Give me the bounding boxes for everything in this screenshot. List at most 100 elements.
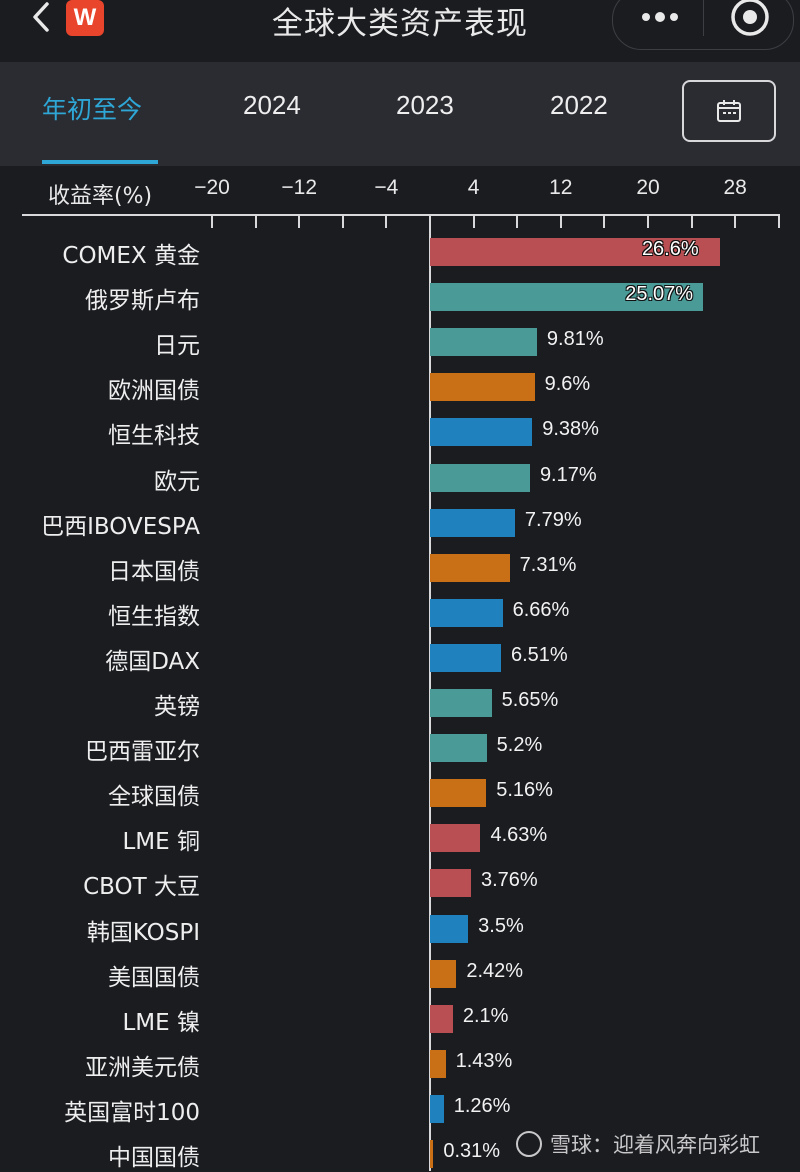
- row-label: 日本国债: [108, 558, 200, 585]
- bar[interactable]: [430, 553, 510, 582]
- bar[interactable]: [430, 373, 535, 402]
- row-label: 德国DAX: [105, 648, 200, 675]
- watermark-text: 雪球：迎着风奔向彩虹: [550, 1133, 760, 1157]
- x-tick-mark: [298, 216, 301, 228]
- bar[interactable]: [430, 869, 471, 898]
- row-label: 日元: [154, 333, 200, 360]
- x-tick-label: 28: [723, 176, 747, 199]
- bar-value-label: 2.1%: [462, 1004, 509, 1027]
- bar[interactable]: [430, 508, 515, 537]
- row-label: 欧洲国债: [108, 378, 200, 405]
- x-tick-label: 12: [549, 176, 573, 199]
- bar-value-label: 9.81%: [546, 328, 604, 351]
- x-tick-label: −4: [374, 176, 399, 199]
- bar-value-label: 9.17%: [539, 463, 597, 486]
- bar-value-label: 3.5%: [478, 914, 524, 937]
- row-label: LME 铜: [122, 829, 200, 856]
- row-label: 巴西雷亚尔: [85, 739, 200, 766]
- bar-value-label: 5.65%: [501, 689, 559, 711]
- bar[interactable]: [430, 1094, 444, 1123]
- bar[interactable]: [430, 1004, 453, 1033]
- bar-value-label: 1.43%: [455, 1049, 513, 1072]
- x-tick-mark: [690, 216, 693, 228]
- row-label: 恒生科技: [108, 423, 200, 450]
- x-tick-mark: [516, 216, 519, 228]
- bar[interactable]: [430, 598, 503, 627]
- tab-2024[interactable]: 2024: [243, 90, 301, 120]
- bar-value-label: 5.16%: [496, 779, 553, 802]
- bar-value-label: 25.07%: [625, 283, 694, 306]
- active-tab-indicator: [42, 160, 158, 164]
- bar-value-label: 4.63%: [490, 824, 548, 847]
- bar[interactable]: [430, 283, 704, 312]
- row-label: 韩国KOSPI: [86, 919, 200, 946]
- x-tick-label: 4: [467, 176, 480, 199]
- bar-value-label: 1.26%: [453, 1094, 511, 1117]
- snowball-logo-icon: [516, 1131, 542, 1157]
- tab-2022[interactable]: 2022: [550, 90, 608, 120]
- bar[interactable]: [430, 328, 537, 357]
- bar-value-label: 6.51%: [510, 643, 568, 666]
- back-button[interactable]: [26, 0, 56, 34]
- row-label: 英镑: [154, 694, 200, 720]
- x-tick-mark: [777, 216, 780, 228]
- row-label: 中国国债: [108, 1145, 200, 1171]
- bar-value-label: 7.31%: [519, 553, 577, 576]
- bar-value-label: 0.31%: [443, 1140, 501, 1162]
- bar[interactable]: [430, 1049, 446, 1078]
- row-label: 巴西IBOVESPA: [41, 513, 200, 540]
- period-tab-bar: 年初至今 2024 2023 2022: [0, 62, 800, 166]
- bar-value-label: 26.6%: [641, 238, 699, 260]
- more-dots-icon: [642, 12, 678, 22]
- x-tick-mark: [734, 216, 737, 228]
- row-label: 俄罗斯卢布: [85, 288, 200, 315]
- capsule-divider: [703, 0, 704, 36]
- row-label: LME 镍: [122, 1009, 200, 1036]
- row-label: 亚洲美元债: [85, 1054, 200, 1081]
- bar[interactable]: [430, 1140, 434, 1168]
- bar[interactable]: [430, 238, 720, 266]
- row-label: 全球国债: [108, 784, 200, 811]
- x-tick-label: −12: [281, 176, 317, 199]
- more-button[interactable]: [630, 0, 690, 34]
- x-tick-mark: [603, 216, 606, 228]
- watermark: 雪球：迎着风奔向彩虹: [516, 1128, 760, 1160]
- row-label: CBOT 大豆: [83, 874, 200, 901]
- calendar-button[interactable]: [682, 80, 776, 142]
- bar[interactable]: [430, 418, 533, 447]
- x-tick-mark: [472, 216, 475, 228]
- x-tick-mark: [385, 216, 388, 228]
- close-miniprogram-button[interactable]: [720, 0, 780, 38]
- bar-value-label: 9.6%: [544, 373, 591, 396]
- row-label: 英国富时100: [64, 1099, 200, 1126]
- bar[interactable]: [430, 959, 457, 988]
- bar[interactable]: [430, 643, 501, 672]
- page-title: 全球大类资产表现: [272, 6, 528, 42]
- calendar-icon: [717, 100, 741, 122]
- row-label: COMEX 黄金: [62, 243, 200, 269]
- bar-value-label: 5.2%: [496, 734, 543, 757]
- bar-value-label: 6.66%: [512, 598, 570, 621]
- row-label: 欧元: [154, 468, 200, 495]
- bar[interactable]: [430, 689, 492, 717]
- x-tick-mark: [254, 216, 257, 228]
- axis-title: 收益率(%): [48, 184, 153, 209]
- bar[interactable]: [430, 734, 487, 763]
- axis-line: [22, 214, 780, 216]
- row-label: 美国国债: [108, 964, 200, 991]
- bar[interactable]: [430, 914, 469, 943]
- bar-value-label: 3.76%: [480, 869, 538, 892]
- bar-value-label: 2.42%: [466, 959, 524, 982]
- tab-ytd[interactable]: 年初至今: [42, 95, 143, 124]
- x-tick-mark: [211, 216, 213, 228]
- bar[interactable]: [430, 824, 481, 853]
- app-logo: W: [66, 0, 104, 36]
- tab-2023[interactable]: 2023: [396, 90, 454, 120]
- x-tick-label: −20: [194, 176, 230, 199]
- x-tick-mark: [559, 216, 562, 228]
- bar[interactable]: [430, 463, 530, 492]
- nav-bar: W 全球大类资产表现: [0, 0, 800, 62]
- bar[interactable]: [430, 779, 487, 808]
- bar-value-label: 7.79%: [524, 508, 582, 531]
- x-tick-mark: [341, 216, 344, 228]
